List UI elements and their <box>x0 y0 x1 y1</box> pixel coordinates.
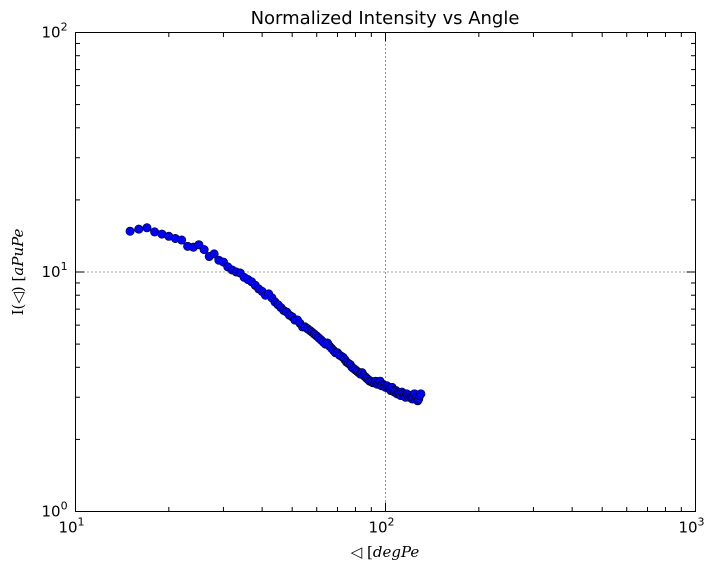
x-axis-label-prefix: ◁ [ <box>351 543 373 561</box>
data-point <box>134 224 144 234</box>
x-tick-exponent: 1 <box>78 516 85 529</box>
axis-ticks <box>75 32 696 512</box>
y-tick-exponent: 2 <box>61 21 68 34</box>
x-axis-label: ◁ [degPe <box>351 543 420 561</box>
data-point <box>125 226 135 236</box>
y-axis-label: I(◁) [aPuPe <box>9 228 27 315</box>
y-tick-exponent: 1 <box>61 260 68 273</box>
data-point <box>177 235 187 245</box>
chart-title: Normalized Intensity vs Angle <box>251 8 520 29</box>
y-tick-exponent: 0 <box>61 500 68 513</box>
x-tick-exponent: 2 <box>388 516 395 529</box>
data-points <box>125 223 426 406</box>
data-point <box>209 249 219 259</box>
x-tick-exponent: 3 <box>698 516 705 529</box>
data-point <box>416 389 426 399</box>
grid-layer <box>75 32 696 512</box>
data-point <box>199 245 209 255</box>
x-axis-label-unit: degPe <box>373 543 420 561</box>
y-axis-label-unit: aPuPe <box>9 228 27 275</box>
y-axis-label-prefix: I(◁) [ <box>9 276 27 316</box>
data-point <box>142 223 152 233</box>
